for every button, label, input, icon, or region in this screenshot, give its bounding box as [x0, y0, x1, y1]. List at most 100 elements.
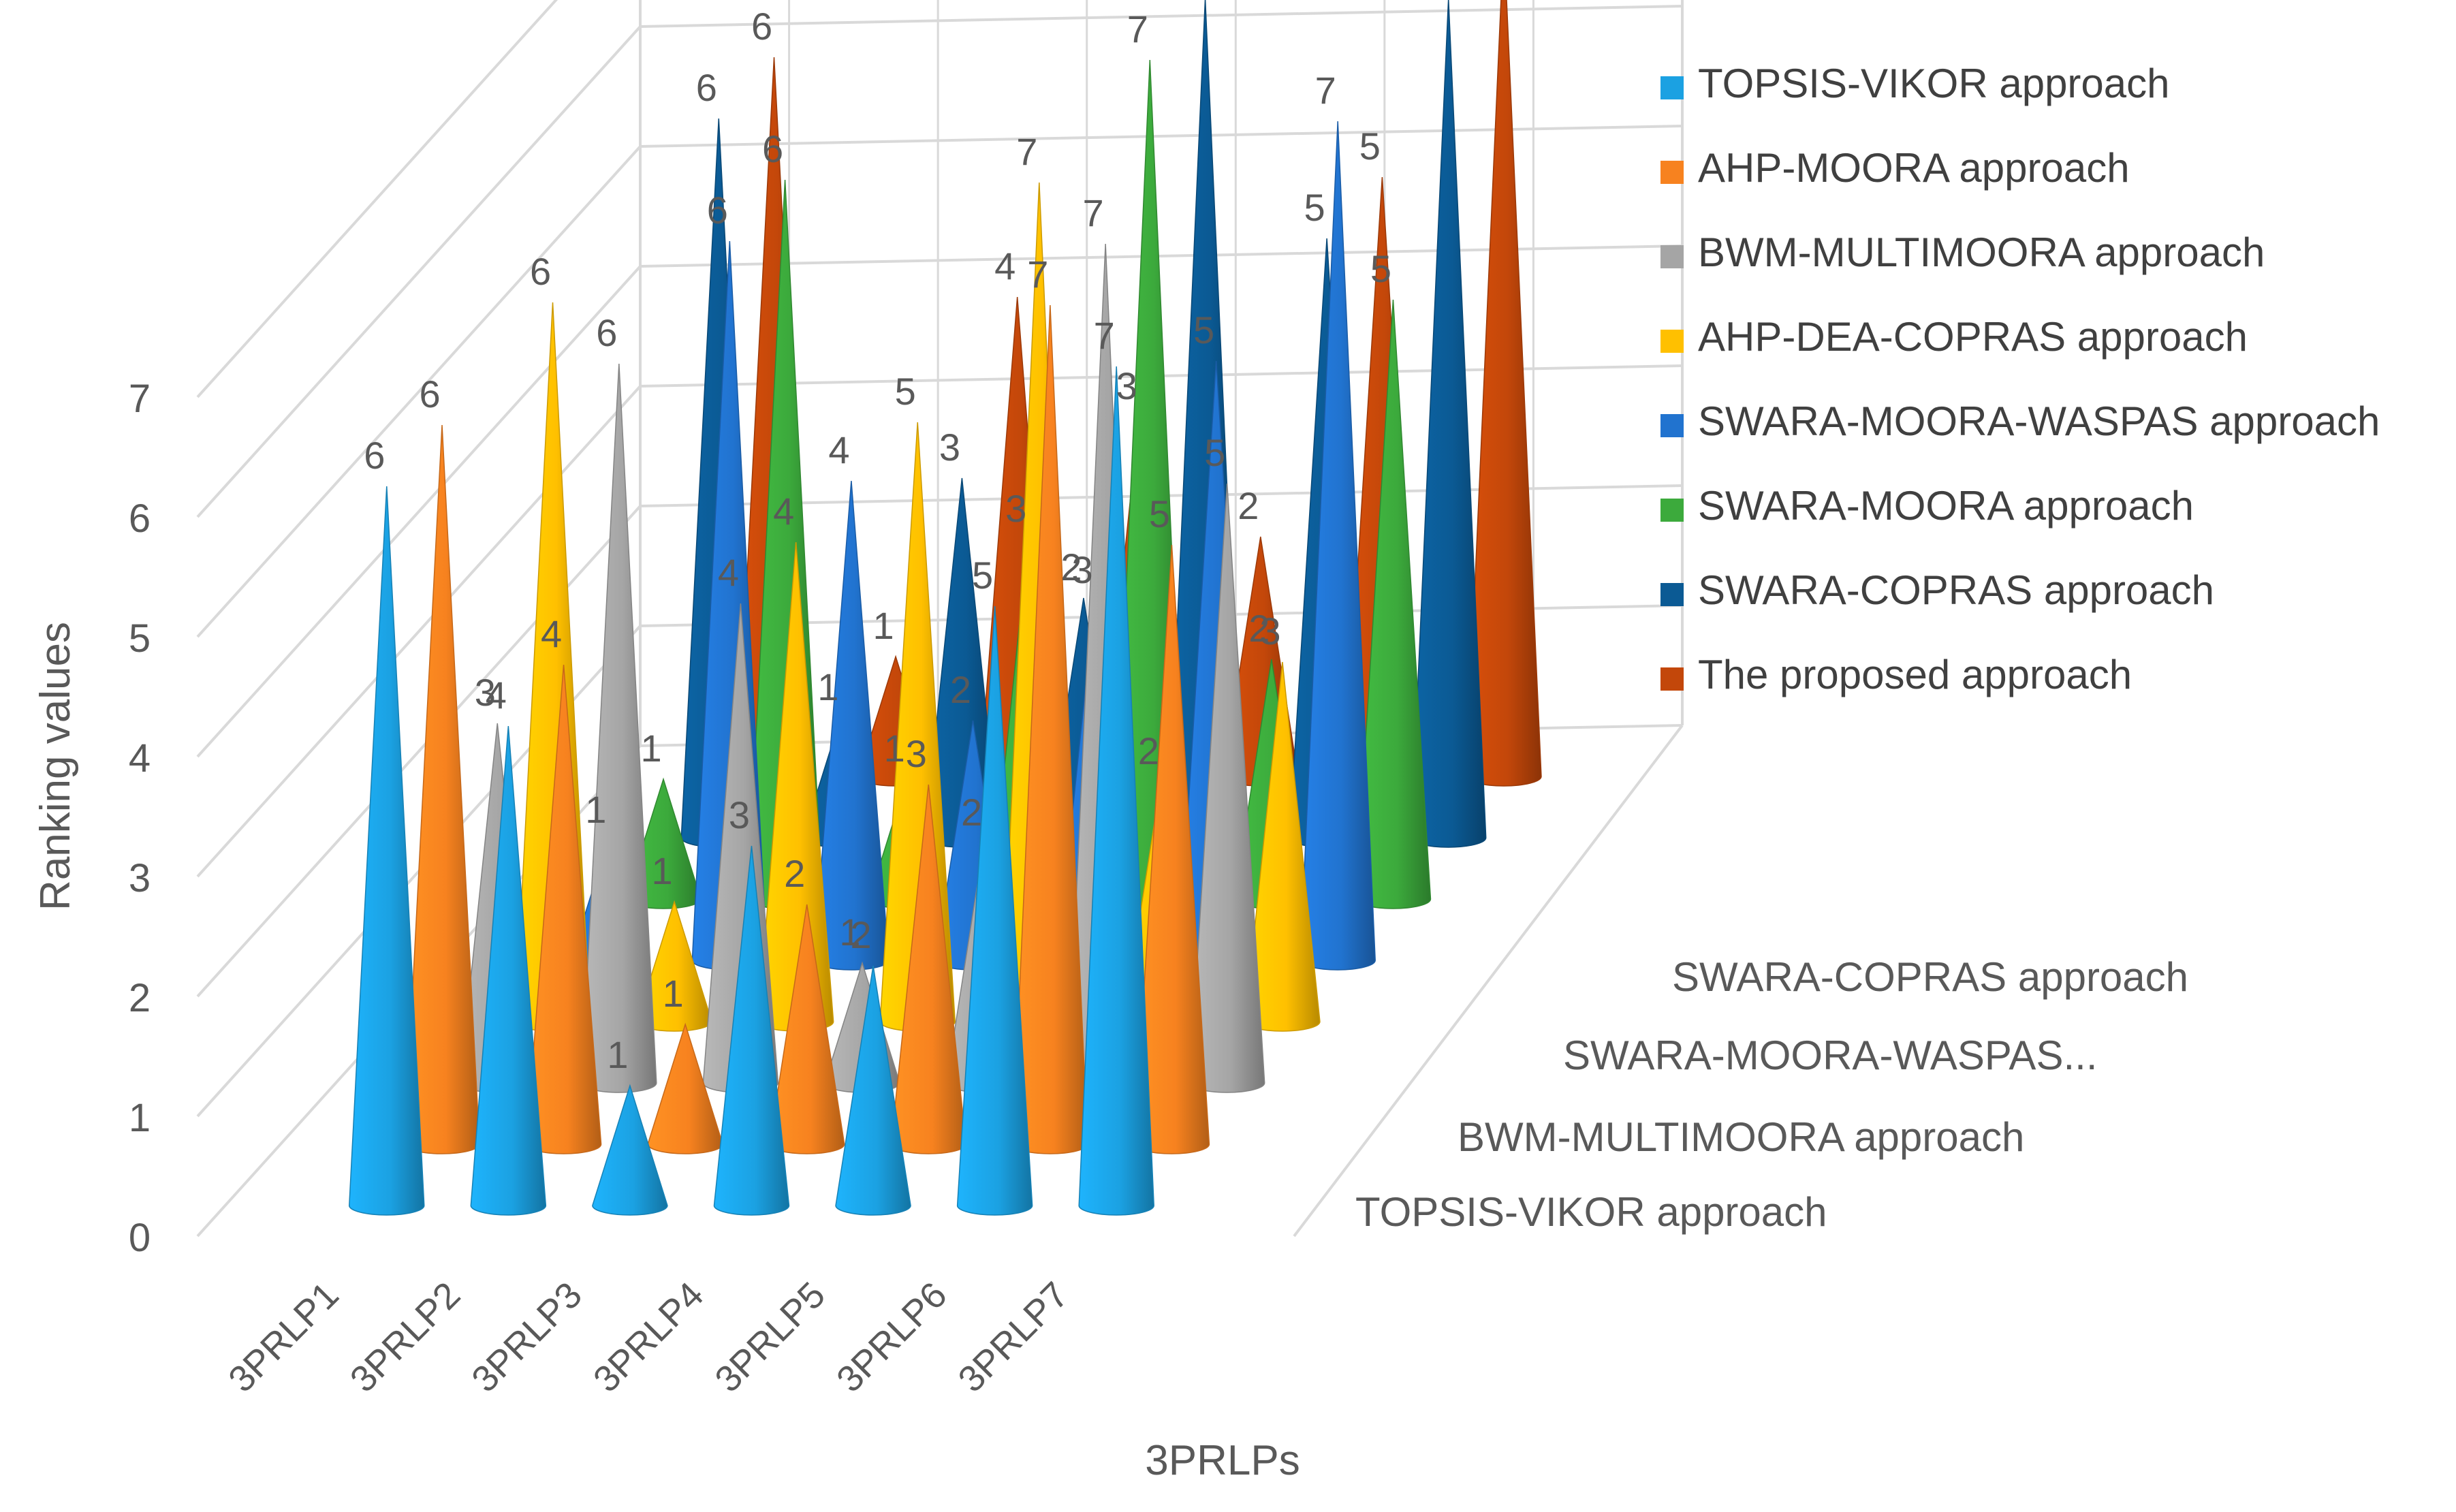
- data-label: 3: [1259, 610, 1280, 652]
- data-label: 6: [707, 189, 728, 232]
- y-tick-label: 2: [129, 976, 151, 1020]
- data-label: 7: [1094, 314, 1115, 357]
- legend-label: The proposed approach: [1698, 652, 2132, 697]
- x-tick-label: 3PRLP2: [343, 1274, 469, 1400]
- data-label: 4: [994, 245, 1016, 287]
- data-label: 5: [1359, 125, 1381, 168]
- depth-axis-label: SWARA-MOORA-WASPAS...: [1563, 1033, 2097, 1078]
- data-label: 1: [839, 911, 860, 954]
- data-label: 4: [773, 490, 794, 533]
- data-label: 2: [1138, 729, 1159, 772]
- data-label: 4: [718, 551, 739, 594]
- data-label: 6: [696, 66, 717, 109]
- y-axis-title: Ranking values: [32, 622, 79, 911]
- gridline-side: [196, 385, 642, 878]
- data-label: 1: [607, 1033, 628, 1076]
- data-label: 4: [541, 612, 562, 655]
- data-label: 5: [1193, 309, 1214, 351]
- data-label: 5: [1204, 431, 1225, 474]
- x-tick-label: 3PRLP7: [951, 1274, 1077, 1400]
- data-label: 1: [884, 727, 905, 770]
- data-label: 3: [1071, 548, 1092, 591]
- x-tick-label: 3PRLP1: [221, 1274, 347, 1400]
- data-label: 2: [1238, 484, 1259, 527]
- legend-swatch: [1660, 76, 1684, 99]
- legend: TOPSIS-VIKOR approach AHP-MOORA approach B…: [1660, 61, 2380, 697]
- data-label: 6: [419, 373, 440, 415]
- legend-swatch: [1660, 161, 1684, 184]
- gridline-back: [640, 125, 1683, 148]
- legend-label: BWM-MULTIMOORA approach: [1698, 230, 2265, 275]
- cone-bar: [1078, 366, 1154, 1216]
- cone-bar: [470, 725, 547, 1216]
- legend-label: SWARA-MOORA-WASPAS approach: [1698, 398, 2380, 444]
- cone-bar: [1410, 0, 1487, 848]
- data-label: 5: [1370, 247, 1391, 290]
- data-label: 6: [762, 127, 783, 170]
- y-tick-label: 4: [129, 736, 151, 781]
- gridline-back: [640, 5, 1683, 28]
- data-label: 2: [950, 668, 971, 711]
- cone-bar: [956, 605, 1033, 1216]
- data-label: 4: [486, 674, 507, 716]
- legend-label: AHP-MOORA approach: [1698, 145, 2130, 191]
- data-label: 7: [1016, 130, 1037, 173]
- legend-swatch: [1660, 245, 1684, 268]
- data-label: 1: [873, 604, 894, 647]
- x-tick-label: 3PRLP5: [707, 1274, 833, 1400]
- cone-bar: [349, 486, 425, 1216]
- x-axis-ticks: 3PRLP13PRLP23PRLP33PRLP43PRLP53PRLP63PRL…: [221, 1274, 1076, 1400]
- legend-swatch: [1660, 499, 1684, 522]
- data-label: 1: [652, 849, 673, 892]
- data-label: 3: [906, 732, 927, 775]
- legend-label: SWARA-MOORA approach: [1698, 483, 2194, 529]
- data-label: 5: [1149, 492, 1170, 535]
- data-label: 7: [1127, 7, 1148, 50]
- data-labels: 7523416757231652731617532461327541657214…: [364, 5, 1391, 1076]
- data-label: 3: [1005, 487, 1026, 530]
- data-label: 2: [784, 852, 805, 895]
- y-tick-label: 0: [129, 1216, 151, 1260]
- data-label: 6: [751, 5, 772, 48]
- depth-axis-labels: TOPSIS-VIKOR approach BWM-MULTIMOORA appr…: [1355, 954, 2188, 1235]
- legend-label: SWARA-COPRAS approach: [1698, 567, 2214, 613]
- depth-axis-label: BWM-MULTIMOORA approach: [1458, 1114, 2024, 1160]
- data-label: 3: [939, 426, 960, 469]
- gridline-side: [196, 265, 642, 758]
- gridline-side: [196, 145, 642, 638]
- data-label: 1: [585, 788, 606, 831]
- x-tick-label: 3PRLP6: [829, 1274, 955, 1400]
- legend-swatch: [1660, 414, 1684, 437]
- data-label: 2: [850, 913, 871, 956]
- gridline-side: [196, 0, 558, 398]
- y-tick-label: 7: [129, 377, 151, 421]
- data-label: 4: [828, 428, 849, 471]
- y-axis-ticks: 0 1 2 3 4 5 6 7: [129, 377, 151, 1260]
- data-label: 7: [1083, 191, 1104, 234]
- data-label: 5: [895, 370, 916, 413]
- data-label: 6: [596, 311, 617, 354]
- cone-bar: [713, 845, 790, 1216]
- data-label: 6: [364, 434, 385, 477]
- data-label: 3: [729, 793, 750, 836]
- legend-swatch: [1660, 330, 1684, 353]
- legend-label: TOPSIS-VIKOR approach: [1698, 61, 2170, 106]
- data-label: 3: [475, 671, 496, 714]
- data-label: 7: [1027, 253, 1048, 296]
- data-label: 1: [817, 665, 838, 708]
- data-label: 2: [1060, 546, 1082, 588]
- data-label: 2: [1248, 607, 1270, 650]
- x-axis-title: 3PRLPs: [1145, 1437, 1300, 1484]
- x-tick-label: 3PRLP3: [464, 1274, 590, 1400]
- data-label: 1: [663, 972, 684, 1015]
- depth-axis-label: TOPSIS-VIKOR approach: [1355, 1189, 1827, 1235]
- gridline-back: [640, 245, 1683, 268]
- data-label: 3: [1116, 364, 1137, 407]
- legend-swatch: [1660, 667, 1684, 691]
- data-label: 2: [961, 791, 982, 834]
- legend-swatch: [1660, 583, 1684, 606]
- legend-label: AHP-DEA-COPRAS approach: [1698, 314, 2248, 360]
- data-label: 6: [530, 250, 551, 293]
- depth-axis-label: SWARA-COPRAS approach: [1672, 954, 2188, 1000]
